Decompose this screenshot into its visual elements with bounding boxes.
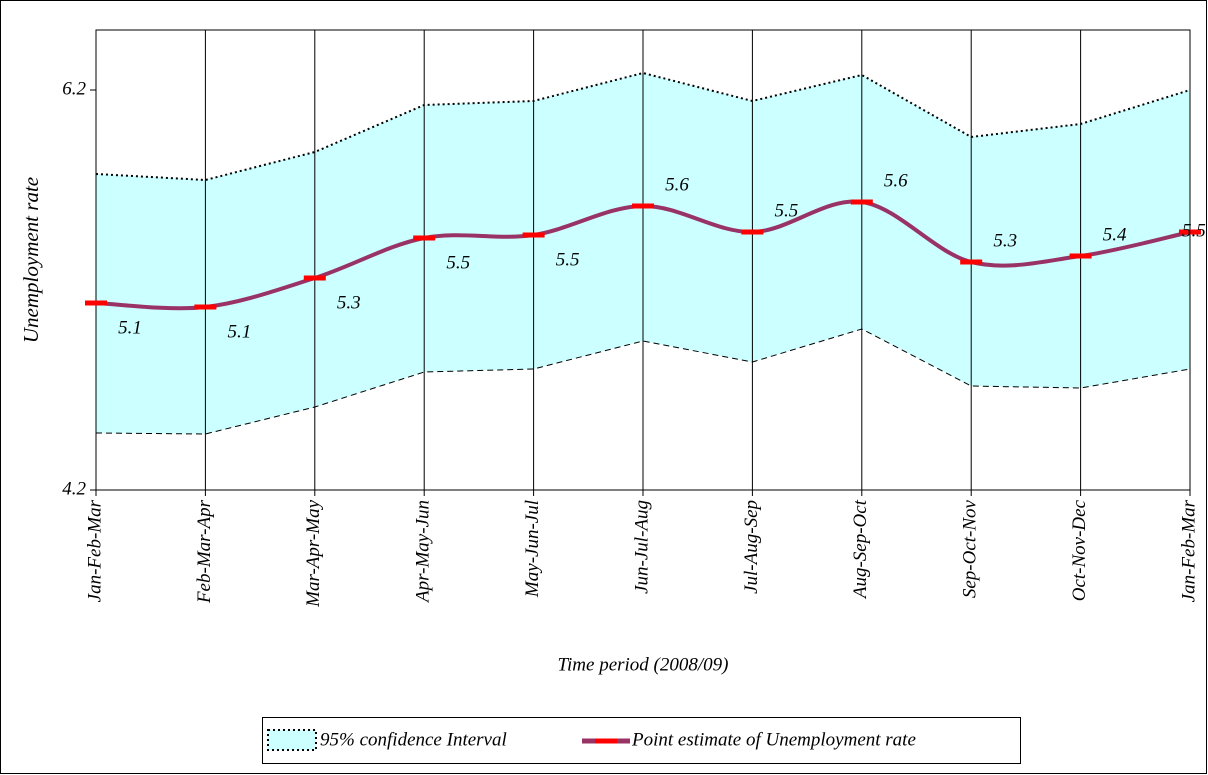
y-tick-label: 6.2 bbox=[62, 78, 86, 99]
data-label: 5.6 bbox=[665, 174, 689, 195]
plot-border bbox=[95, 29, 1191, 491]
x-tick-label: Mar-Apr-May bbox=[303, 499, 324, 607]
data-label: 5.4 bbox=[1103, 224, 1127, 245]
plot-area: 4.2 6.2 5.1 5.1 5.3 5.5 5.5 5.6 5.5 5.6 5.3 5.4 5.5 J… bbox=[62, 29, 1206, 608]
ci-lower bbox=[95, 328, 1191, 435]
data-label: 5.5 bbox=[446, 252, 470, 273]
data-label: 5.6 bbox=[884, 170, 908, 191]
x-tick-label: Feb-Mar-Apr bbox=[194, 499, 215, 604]
x-tick-label: Jul-Aug-Sep bbox=[741, 500, 762, 594]
legend-label: 95% confidence Interval bbox=[320, 729, 507, 750]
x-tick-label: Apr-May-Jun bbox=[413, 500, 434, 604]
data-label: 5.3 bbox=[337, 292, 361, 313]
data-label: 5.5 bbox=[775, 200, 799, 221]
x-tick-label: Aug-Sep-Oct bbox=[850, 499, 871, 600]
legend-box bbox=[262, 717, 1021, 764]
data-label: 5.5 bbox=[556, 249, 580, 270]
legend-label: Point estimate of Unemployment rate bbox=[631, 729, 916, 750]
data-label: 5.3 bbox=[993, 230, 1017, 251]
x-tick-label: Jun-Jul-Aug bbox=[631, 500, 652, 594]
data-label: 5.5 bbox=[1182, 220, 1206, 241]
x-tick-label: Jan-Feb-Mar bbox=[84, 499, 105, 602]
y-axis-title: Unemployment rate bbox=[19, 177, 43, 343]
x-tick-label: Oct-Nov-Dec bbox=[1069, 499, 1090, 601]
data-label: 5.1 bbox=[118, 317, 142, 338]
x-axis-title: Time period (2008/09) bbox=[558, 654, 729, 675]
x-tick-label: Sep-Oct-Nov bbox=[960, 499, 981, 598]
data-label: 5.1 bbox=[228, 321, 252, 342]
legend: 95% confidence Interval Point estimate of… bbox=[267, 729, 916, 751]
x-tick-label: May-Jun-Jul bbox=[522, 500, 543, 598]
legend-swatch-ci bbox=[267, 729, 317, 751]
x-tick-label: Jan-Feb-Mar bbox=[1178, 499, 1199, 602]
ci-upper bbox=[95, 71, 1191, 182]
y-tick-label: 4.2 bbox=[62, 478, 86, 499]
